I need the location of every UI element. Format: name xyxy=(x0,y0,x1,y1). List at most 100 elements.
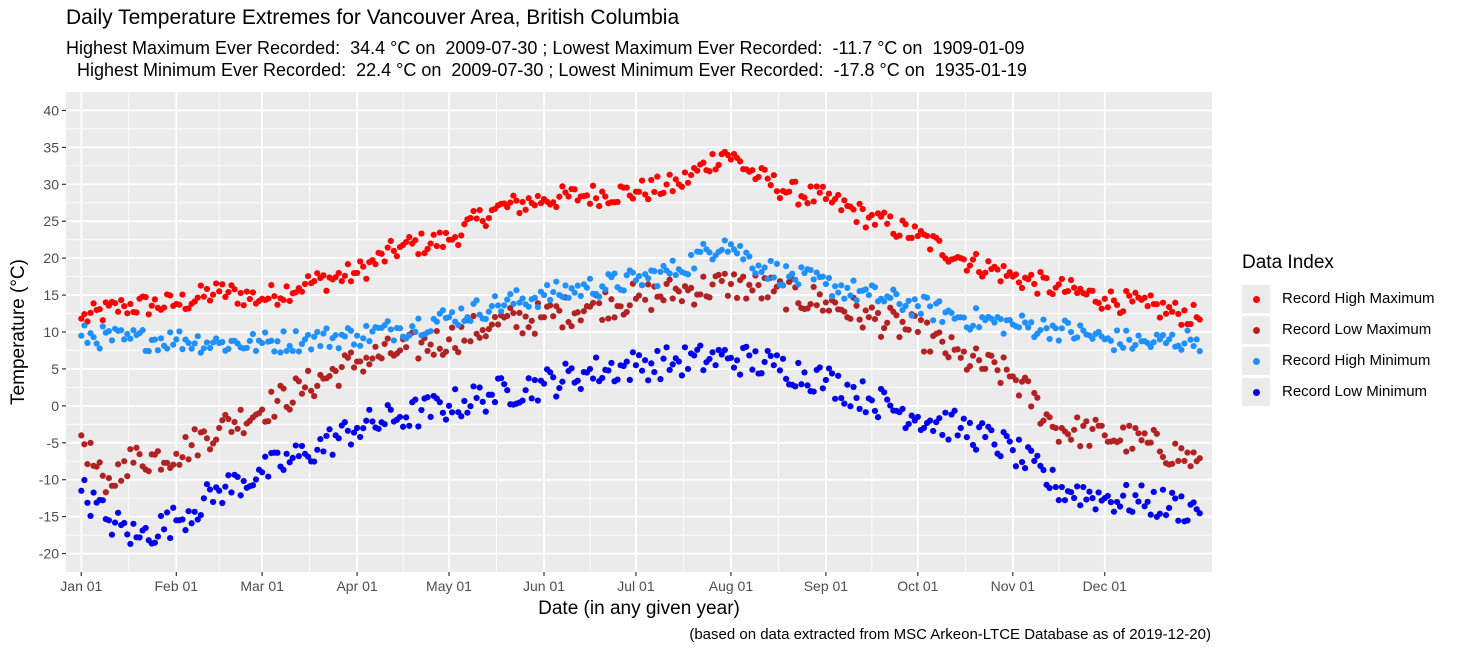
data-point-record-high-minimum xyxy=(568,285,575,292)
data-point-record-low-maximum xyxy=(795,300,802,307)
data-point-record-high-minimum xyxy=(871,284,879,291)
data-point-record-low-minimum xyxy=(311,458,318,465)
data-point-record-low-minimum xyxy=(335,435,342,442)
data-point-record-low-maximum xyxy=(816,291,823,298)
data-point-record-low-minimum xyxy=(951,407,958,414)
data-point-record-low-minimum xyxy=(776,367,784,374)
data-point-record-high-maximum xyxy=(1077,285,1084,292)
data-point-record-low-maximum xyxy=(730,271,738,278)
data-point-record-high-minimum xyxy=(1159,332,1167,339)
data-point-record-high-maximum xyxy=(439,243,446,250)
data-point-record-low-maximum xyxy=(176,461,183,468)
data-point-record-low-maximum xyxy=(596,300,603,307)
data-point-record-low-maximum xyxy=(1080,422,1087,429)
legend-key xyxy=(1242,315,1270,344)
data-point-record-high-maximum xyxy=(418,230,425,237)
data-point-record-low-maximum xyxy=(504,312,511,320)
data-point-record-low-minimum xyxy=(718,351,725,358)
data-point-record-high-minimum xyxy=(1147,343,1154,350)
data-point-record-high-maximum xyxy=(896,232,903,239)
data-point-record-high-maximum xyxy=(415,250,422,258)
data-point-record-low-minimum xyxy=(608,359,615,367)
data-point-record-high-minimum xyxy=(853,297,860,304)
legend-dot xyxy=(1253,326,1260,334)
data-point-record-high-maximum xyxy=(1104,304,1111,311)
data-point-record-low-minimum xyxy=(623,358,630,365)
data-point-record-high-maximum xyxy=(142,294,149,301)
data-point-record-low-minimum xyxy=(1144,498,1151,505)
data-point-record-low-minimum xyxy=(476,384,483,391)
data-point-record-low-maximum xyxy=(743,295,750,302)
data-point-record-low-minimum xyxy=(1178,493,1185,500)
data-point-record-low-minimum xyxy=(960,415,967,422)
data-point-record-high-minimum xyxy=(635,272,643,280)
data-point-record-low-maximum xyxy=(357,358,364,365)
data-point-record-low-maximum xyxy=(164,459,171,467)
data-point-record-high-minimum xyxy=(96,345,103,352)
data-point-record-low-maximum xyxy=(746,281,753,289)
data-point-record-low-maximum xyxy=(810,283,817,291)
data-point-record-high-maximum xyxy=(323,287,330,294)
data-point-record-high-minimum xyxy=(494,302,502,309)
data-point-record-low-maximum xyxy=(304,367,312,374)
data-point-record-high-minimum xyxy=(893,291,900,298)
data-point-record-high-minimum xyxy=(939,318,946,326)
data-point-record-high-minimum xyxy=(406,332,413,339)
data-point-record-low-minimum xyxy=(556,384,563,392)
data-point-record-low-minimum xyxy=(767,352,774,360)
data-point-record-high-minimum xyxy=(733,250,741,257)
data-point-record-low-maximum xyxy=(669,295,676,302)
data-point-record-low-maximum xyxy=(819,307,826,314)
data-point-record-high-minimum xyxy=(259,339,266,347)
data-point-record-high-minimum xyxy=(271,348,278,355)
data-point-record-low-maximum xyxy=(286,406,293,413)
data-point-record-low-minimum xyxy=(1083,496,1090,503)
data-point-record-high-maximum xyxy=(534,192,541,200)
data-point-record-high-minimum xyxy=(740,256,747,263)
data-point-record-low-maximum xyxy=(1028,403,1035,410)
data-point-record-high-minimum xyxy=(991,319,998,326)
data-point-record-low-maximum xyxy=(721,270,728,277)
data-point-record-low-maximum xyxy=(580,308,587,315)
data-point-record-high-maximum xyxy=(635,188,643,195)
data-point-record-high-minimum xyxy=(473,297,480,304)
data-point-record-low-minimum xyxy=(167,534,174,542)
data-point-record-high-maximum xyxy=(372,261,379,268)
data-point-record-low-maximum xyxy=(782,306,790,313)
data-point-record-high-minimum xyxy=(611,270,618,277)
data-point-record-high-maximum xyxy=(87,309,94,316)
data-point-record-low-maximum xyxy=(755,282,762,289)
data-point-record-high-minimum xyxy=(485,308,492,315)
data-point-record-low-maximum xyxy=(491,313,499,321)
data-point-record-low-maximum xyxy=(553,303,560,310)
data-point-record-high-minimum xyxy=(862,286,869,293)
data-point-record-low-maximum xyxy=(678,298,685,305)
data-point-record-low-maximum xyxy=(1126,422,1133,429)
data-point-record-high-minimum xyxy=(865,291,872,299)
data-point-record-high-minimum xyxy=(969,322,977,329)
data-point-record-low-minimum xyxy=(418,406,425,414)
data-point-record-low-maximum xyxy=(982,365,989,372)
data-point-record-low-minimum xyxy=(761,358,768,366)
data-point-record-high-maximum xyxy=(470,207,477,215)
data-point-record-low-maximum xyxy=(1147,439,1154,446)
data-point-record-low-maximum xyxy=(589,299,597,306)
data-point-record-low-minimum xyxy=(1104,492,1111,500)
data-point-record-high-minimum xyxy=(130,327,137,334)
data-point-record-low-minimum xyxy=(675,358,682,365)
data-point-record-low-maximum xyxy=(874,309,882,317)
data-point-record-high-minimum xyxy=(1135,332,1142,339)
y-tick-label: 5 xyxy=(51,361,59,377)
data-point-record-low-minimum xyxy=(295,453,302,460)
data-point-record-low-maximum xyxy=(865,314,872,321)
data-point-record-high-maximum xyxy=(433,242,440,250)
data-point-record-high-maximum xyxy=(807,183,814,190)
data-point-record-high-minimum xyxy=(724,248,731,255)
data-point-record-high-minimum xyxy=(467,317,474,324)
data-point-record-high-minimum xyxy=(280,328,287,335)
data-point-record-high-minimum xyxy=(1040,316,1047,323)
data-point-record-low-minimum xyxy=(225,472,232,479)
data-point-record-low-minimum xyxy=(853,394,860,402)
data-point-record-low-minimum xyxy=(752,348,759,355)
data-point-record-low-minimum xyxy=(289,454,296,461)
